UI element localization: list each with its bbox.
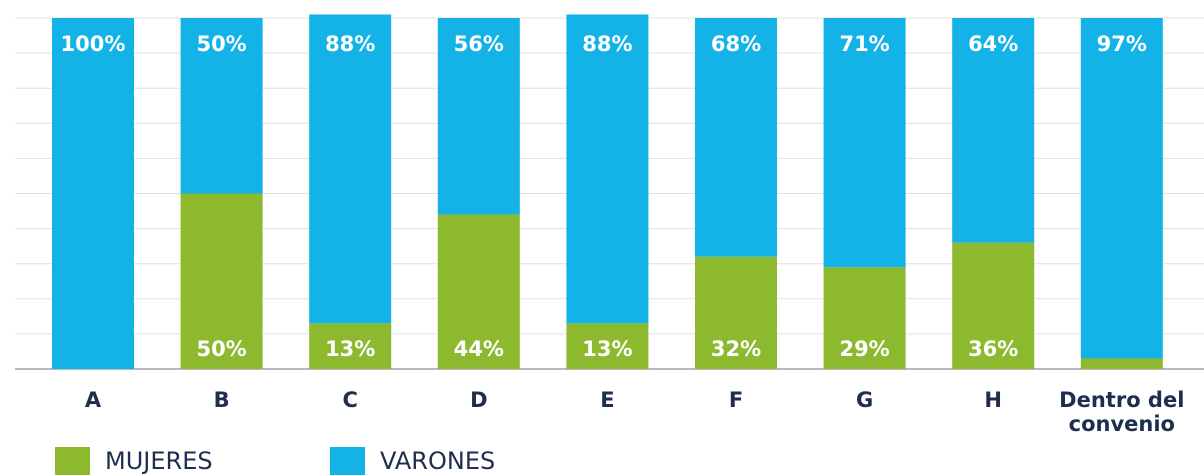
bar-segment [952, 18, 1035, 243]
data-label: 29% [839, 337, 889, 361]
legend-label: VARONES [380, 447, 496, 475]
bar-segment [566, 14, 649, 324]
bar-segment [309, 14, 392, 324]
bar-segment [823, 18, 906, 268]
data-label: 13% [582, 337, 632, 361]
data-label: 97% [1097, 32, 1147, 56]
x-tick-label: H [984, 388, 1002, 412]
bar-segment [695, 18, 777, 257]
bar-segment [823, 267, 906, 369]
x-tick-label: D [470, 388, 488, 412]
x-tick-label: F [728, 388, 744, 412]
data-label: 50% [196, 32, 246, 56]
bar-segment [1080, 18, 1163, 359]
x-tick-label: E [600, 388, 615, 412]
bar-segment [952, 242, 1035, 369]
legend-swatch [330, 447, 365, 475]
data-label: 88% [582, 32, 632, 56]
data-label: 13% [325, 337, 375, 361]
data-label: 100% [61, 32, 126, 56]
data-label: 36% [968, 337, 1018, 361]
x-tick-label: G [855, 388, 874, 412]
bar-segment [180, 193, 263, 369]
x-tick-label: A [84, 388, 102, 412]
bar-segment [566, 323, 649, 369]
data-label: 71% [839, 32, 889, 56]
bar-segment [437, 18, 520, 215]
bar-segment [437, 214, 520, 369]
bar-segment [309, 323, 392, 369]
bar-segment [1080, 358, 1163, 369]
bar-segment [180, 18, 263, 194]
legend-label: MUJERES [105, 447, 213, 475]
data-label: 88% [325, 32, 375, 56]
data-label: 32% [711, 337, 761, 361]
x-tick-label: B [213, 388, 230, 412]
legend-swatch [55, 447, 90, 475]
data-label: 68% [711, 32, 761, 56]
x-tick-label: Dentro del convenio [1059, 388, 1185, 436]
data-label: 56% [454, 32, 504, 56]
data-label: 64% [968, 32, 1018, 56]
data-label: 50% [196, 337, 246, 361]
bar-segment [695, 256, 777, 369]
data-label: 44% [454, 337, 504, 361]
x-tick-label: C [342, 388, 358, 412]
bar-segment [52, 18, 134, 369]
